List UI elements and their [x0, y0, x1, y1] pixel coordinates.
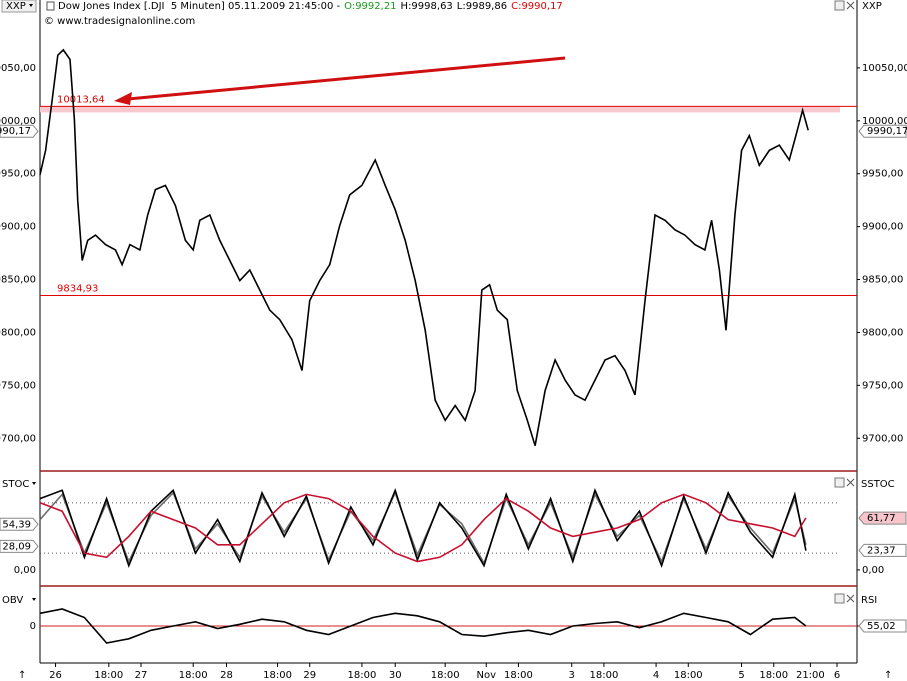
- x-tick-label: 3: [569, 670, 575, 681]
- x-tick-label: 18:00: [263, 670, 292, 681]
- price-line: [39, 608, 807, 644]
- value-marker-label: 61,77: [867, 513, 896, 524]
- value-marker: [858, 511, 907, 525]
- y-tick-label-right: 9800,00: [862, 327, 903, 338]
- y-tick-label-left: 10050,00: [0, 63, 36, 74]
- x-tick-label: 18:00: [179, 670, 208, 681]
- price-line: [39, 493, 807, 563]
- scroll-arrow-right[interactable]: ↑: [884, 670, 892, 681]
- x-tick-label: 4: [653, 670, 659, 681]
- y-tick-label-left: 9850,00: [0, 275, 36, 286]
- y-tick-label-right: 0,00: [862, 565, 884, 576]
- x-tick-label: 18:00: [348, 670, 377, 681]
- maximize-button[interactable]: [834, 593, 845, 604]
- value-marker: [0, 517, 39, 531]
- right-symbol-label: XXP: [862, 1, 882, 12]
- x-tick-label: 18:00: [431, 670, 460, 681]
- x-tick-label: 28: [220, 670, 233, 681]
- value-marker: [0, 539, 39, 553]
- y-tick-label-right: 9700,00: [862, 433, 903, 444]
- close-button[interactable]: [846, 594, 855, 603]
- annotation-arrow: [127, 56, 566, 101]
- close-button[interactable]: [846, 478, 855, 487]
- y-tick-label-left: 9950,00: [0, 169, 36, 180]
- annotation-arrowhead: [114, 92, 132, 105]
- horizontal-line-label: 9834,93: [57, 283, 98, 294]
- y-tick-label-right: 9950,00: [862, 169, 903, 180]
- y-tick-label-left: 0: [30, 621, 36, 632]
- y-tick-label-right: 9850,00: [862, 275, 903, 286]
- y-tick-label-right: 10050,00: [862, 63, 907, 74]
- y-tick-label-right: 10000,00: [862, 116, 907, 127]
- maximize-button[interactable]: [834, 0, 845, 11]
- y-tick-label-left: 9750,00: [0, 380, 36, 391]
- scroll-arrow-left[interactable]: ↑: [18, 670, 26, 681]
- x-tick-label: 18:00: [94, 670, 123, 681]
- close-button[interactable]: [846, 1, 855, 10]
- x-tick-label: 18:00: [759, 670, 788, 681]
- x-tick-label: 18:00: [504, 670, 533, 681]
- highlight-band: [40, 106, 840, 113]
- value-marker: [858, 124, 907, 138]
- source-text: © www.tradesignalonline.com: [44, 16, 195, 27]
- x-tick-label: 30: [389, 670, 402, 681]
- panel-label-right: RSI: [861, 595, 877, 606]
- x-tick-label: 18:00: [674, 670, 703, 681]
- price-line: [39, 48, 809, 446]
- x-tick-label: 18:00: [589, 670, 618, 681]
- y-tick-label-left: 9700,00: [0, 433, 36, 444]
- x-tick-label: 21:00: [796, 670, 825, 681]
- y-tick-label-left: 10000,00: [0, 116, 36, 127]
- symbol-label: XXP: [6, 1, 26, 12]
- value-marker-label: 9990,17: [0, 126, 31, 137]
- value-marker: [858, 543, 907, 557]
- value-marker-label: 54,39: [2, 519, 31, 530]
- x-tick-label: 26: [49, 670, 62, 681]
- value-marker: [0, 124, 39, 138]
- dropdown-icon[interactable]: [29, 4, 33, 7]
- value-marker: [858, 619, 907, 633]
- panel-label: OBV: [2, 595, 23, 606]
- high-value: H:9998,63: [401, 1, 453, 12]
- dropdown-icon[interactable]: [32, 598, 36, 601]
- value-marker-label: 55,02: [867, 621, 896, 632]
- panel-label-right: SSTOC: [861, 479, 895, 490]
- chart-title: Dow Jones Index [.DJI 5 Minuten] 05.11.2…: [58, 1, 341, 12]
- symbol-box[interactable]: [1, 0, 37, 13]
- maximize-button[interactable]: [834, 477, 845, 488]
- y-tick-label-right: 9900,00: [862, 222, 903, 233]
- dropdown-icon[interactable]: [32, 482, 36, 485]
- chart-icon: [46, 1, 55, 11]
- y-tick-label-left: 0,00: [14, 565, 36, 576]
- value-marker-label: 9990,17: [867, 126, 907, 137]
- value-marker-label: 28,09: [2, 541, 31, 552]
- x-tick-label: 29: [303, 670, 316, 681]
- open-value: O:9992,21: [344, 1, 396, 12]
- y-tick-label-left: 9900,00: [0, 222, 36, 233]
- close-value: C:9990,17: [511, 1, 563, 12]
- x-tick-label: 27: [135, 670, 148, 681]
- y-tick-label-left: 9800,00: [0, 327, 36, 338]
- panel-label: STOC: [2, 479, 29, 490]
- x-tick-label: Nov: [476, 670, 496, 681]
- price-line: [39, 487, 807, 569]
- value-marker-label: 23,37: [867, 545, 896, 556]
- low-value: L:9989,86: [457, 1, 507, 12]
- y-tick-label-right: 9750,00: [862, 380, 903, 391]
- horizontal-line-label: 10013,64: [57, 94, 105, 105]
- x-tick-label: 5: [738, 670, 744, 681]
- x-tick-label: 6: [834, 670, 840, 681]
